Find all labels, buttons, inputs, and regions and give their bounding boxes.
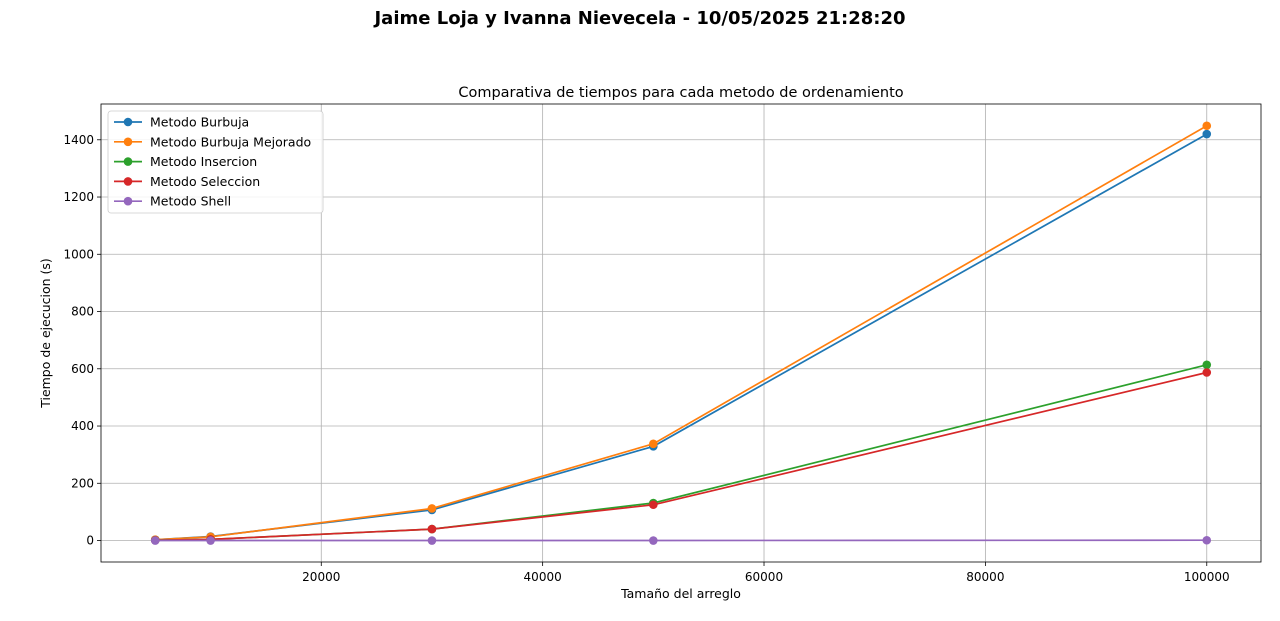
data-point bbox=[1202, 368, 1212, 377]
y-axis-ticks: 0 200 400 600 800 1000 1200 1400 bbox=[63, 133, 101, 548]
x-tick-label: 60000 bbox=[745, 570, 783, 584]
y-tick-label: 1000 bbox=[63, 247, 94, 261]
x-tick-label: 40000 bbox=[524, 570, 562, 584]
series-line bbox=[155, 363, 1208, 542]
data-point bbox=[1202, 360, 1212, 370]
data-point bbox=[427, 536, 437, 545]
data-point bbox=[1202, 121, 1212, 131]
legend-label: Metodo Insercion bbox=[150, 154, 257, 169]
legend-label: Metodo Burbuja Mejorado bbox=[150, 134, 311, 149]
y-tick-label: 200 bbox=[71, 476, 94, 490]
y-tick-label: 0 bbox=[86, 534, 94, 548]
data-point bbox=[1202, 535, 1212, 545]
legend-marker bbox=[123, 137, 133, 147]
x-axis-label: Tamaño del arreglo bbox=[620, 586, 741, 601]
series-metodo-shell bbox=[150, 535, 1212, 545]
x-tick-label: 100000 bbox=[1184, 570, 1230, 584]
data-point bbox=[150, 536, 160, 545]
x-axis-ticks: 20000 40000 60000 80000 100000 bbox=[302, 562, 1230, 584]
data-point bbox=[427, 504, 437, 513]
data-point bbox=[206, 536, 215, 545]
series-metodo-seleccion bbox=[150, 368, 1212, 545]
data-point bbox=[427, 524, 437, 534]
legend-marker bbox=[123, 157, 133, 166]
legend-entry: Metodo Burbuja bbox=[114, 115, 249, 130]
chart-title: Comparativa de tiempos para cada metodo … bbox=[458, 85, 903, 101]
x-tick-label: 80000 bbox=[966, 570, 1004, 584]
legend-entry: Metodo Shell bbox=[114, 194, 231, 209]
y-tick-label: 400 bbox=[71, 419, 94, 433]
y-tick-label: 1200 bbox=[63, 190, 94, 204]
legend-marker bbox=[123, 117, 133, 127]
series-line bbox=[155, 371, 1207, 542]
y-axis-label: Tiempo de ejecucion (s) bbox=[38, 258, 53, 409]
legend-marker bbox=[123, 196, 133, 206]
plot-frame bbox=[100, 103, 1262, 563]
figure-title: Jaime Loja y Ivanna Nievecela - 10/05/20… bbox=[374, 8, 906, 29]
y-tick-label: 600 bbox=[71, 362, 94, 376]
legend-label: Metodo Burbuja bbox=[150, 115, 249, 130]
legend-marker bbox=[123, 177, 133, 186]
series-metodo-insercion bbox=[150, 360, 1212, 545]
legend-entry: Metodo Burbuja Mejorado bbox=[114, 134, 311, 149]
legend-entry: Metodo Insercion bbox=[114, 154, 257, 169]
legend-label: Metodo Seleccion bbox=[150, 174, 260, 189]
y-tick-label: 800 bbox=[71, 305, 94, 319]
data-point bbox=[649, 500, 658, 510]
legend-entry: Metodo Seleccion bbox=[114, 174, 260, 189]
y-tick-label: 1400 bbox=[63, 133, 94, 147]
series-layer bbox=[150, 121, 1212, 545]
legend-label: Metodo Shell bbox=[150, 194, 231, 209]
x-tick-label: 20000 bbox=[302, 570, 340, 584]
legend: Metodo Burbuja Metodo Burbuja Mejorado Met… bbox=[107, 110, 324, 214]
legend-box bbox=[107, 110, 324, 214]
data-point bbox=[649, 536, 658, 545]
data-point bbox=[649, 439, 658, 449]
data-point bbox=[1202, 129, 1212, 139]
